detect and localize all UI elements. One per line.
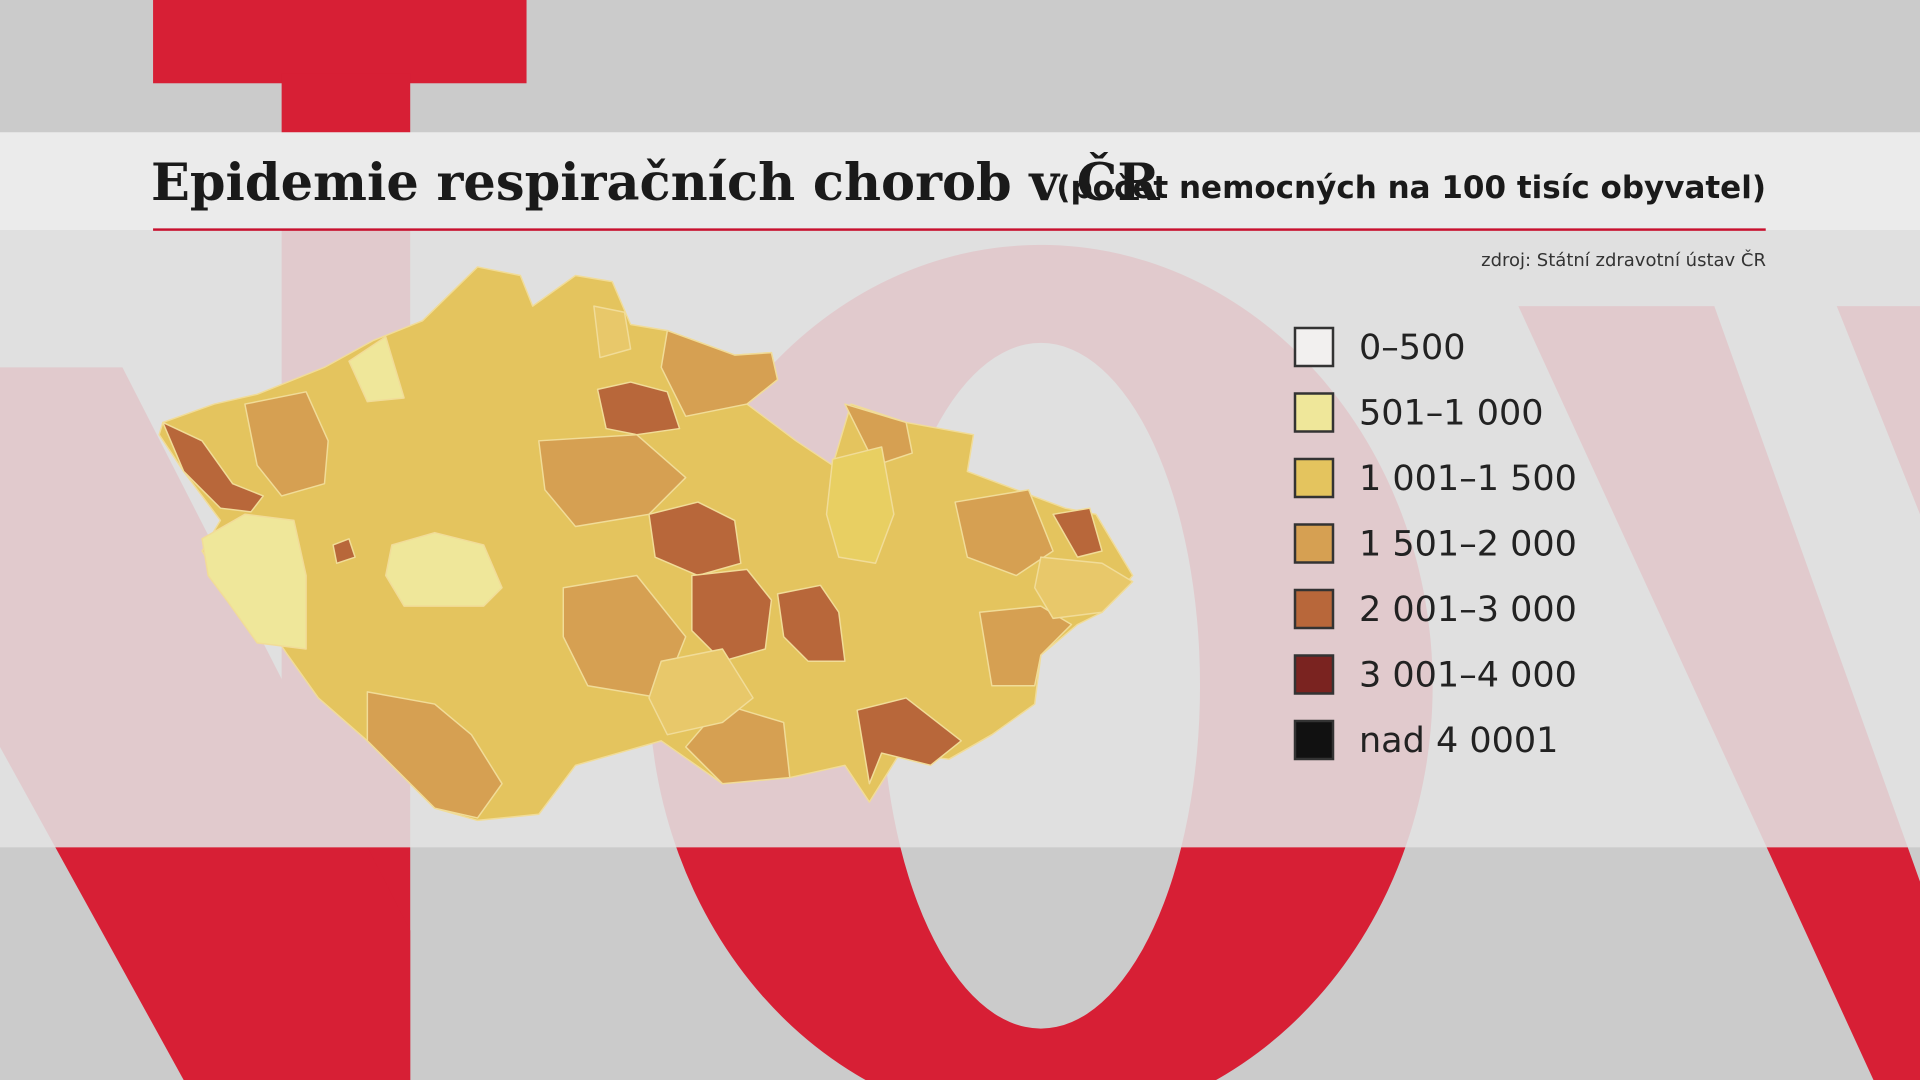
legend-swatch [1293, 588, 1335, 630]
legend-label: 2 001–3 000 [1359, 590, 1577, 630]
source: zdroj: Státní zdravotní ústav ČR [1481, 249, 1766, 271]
legend-swatch [1293, 654, 1335, 695]
legend-swatch [1293, 457, 1335, 499]
legend-swatch [1293, 392, 1335, 433]
legend-label: 0–500 [1359, 328, 1466, 368]
legend-label: 1 001–1 500 [1359, 459, 1577, 499]
map [158, 266, 1134, 822]
legend-label: 3 001–4 000 [1359, 656, 1577, 696]
legend-swatch [1293, 326, 1335, 368]
title: Epidemie respiračních chorob v ČR [151, 153, 1160, 213]
legend-label: 501–1 000 [1359, 394, 1544, 434]
legend-swatch [1293, 523, 1335, 564]
legend-swatch [1293, 719, 1335, 761]
legend: 0–500 501–1 000 1 001–1 500 1 501–2 000 2 00… [1293, 326, 1577, 761]
legend-label: nad 4 0001 [1359, 721, 1558, 761]
legend-label: 1 501–2 000 [1359, 525, 1577, 565]
subtitle: (počet nemocných na 100 tisíc obyvatel) [1056, 170, 1766, 206]
